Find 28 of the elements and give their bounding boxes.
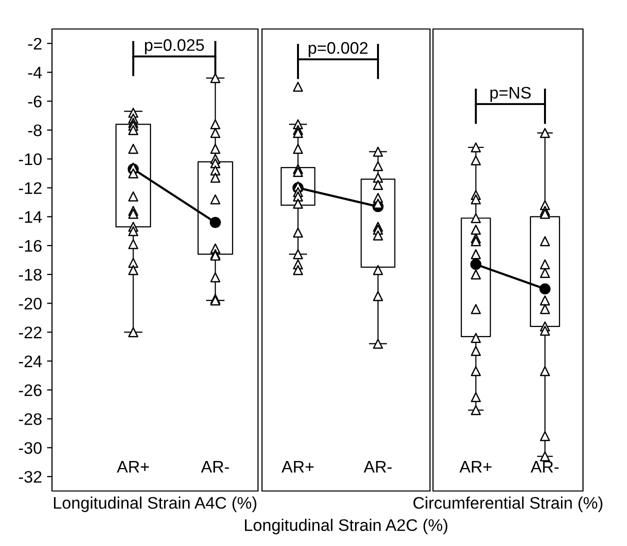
y-tick-label: -32 — [18, 470, 42, 483]
y-tick-label: -28 — [18, 413, 42, 426]
y-tick-label: -30 — [18, 442, 42, 454]
y-tick-label: -14 — [18, 211, 42, 223]
y-tick-label: -8 — [28, 124, 42, 136]
y-tick-label: -16 — [18, 240, 42, 252]
y-tick-label: -24 — [18, 355, 42, 368]
annotation: p=0.002 — [308, 42, 368, 58]
x-tick-label: AR- — [530, 461, 559, 473]
x-axis-title: Longitudinal Strain A4C (%) — [54, 496, 256, 512]
y-tick-label: -18 — [18, 268, 42, 281]
x-tick-label: AR+ — [116, 461, 149, 473]
x-axis-title: Circumferential Strain (%) — [413, 496, 602, 512]
annotation: p=NS — [490, 86, 531, 102]
x-tick-label: AR- — [201, 461, 229, 473]
x-axis-title: Longitudinal Strain A2C (%) — [245, 518, 448, 534]
x-tick-label: AR- — [364, 461, 392, 473]
x-tick-label: AR+ — [459, 461, 492, 473]
y-tick-label: -12 — [18, 182, 42, 194]
y-tick-label: -2 — [28, 38, 42, 50]
y-tick-label: -4 — [28, 66, 42, 78]
annotation: p=0.025 — [145, 39, 204, 54]
y-tick-label: -10 — [18, 153, 42, 166]
y-tick-label: -22 — [18, 326, 42, 338]
y-tick-label: -26 — [18, 384, 42, 396]
y-tick-label: -20 — [18, 298, 42, 310]
y-tick-label: -6 — [28, 96, 42, 108]
x-tick-label: AR+ — [282, 461, 314, 473]
